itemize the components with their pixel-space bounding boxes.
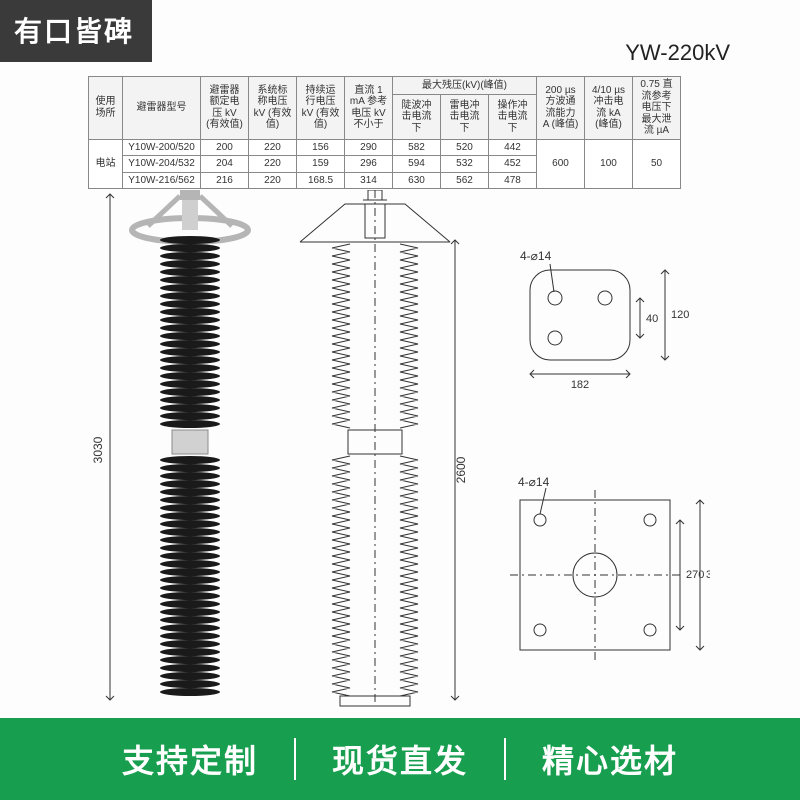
- bottom-banner: 支持定制 现货直发 精心选材: [0, 718, 800, 800]
- th-residual-group: 最大残压(kV)(峰值): [393, 77, 537, 95]
- banner-divider: [504, 738, 506, 780]
- th-steep: 陡波冲击电流下: [393, 95, 441, 139]
- top-plate-detail: 4-⌀14 40 120 182: [520, 249, 689, 391]
- dim-base-pitch: 270: [686, 569, 704, 581]
- th-model: 避雷器型号: [123, 77, 201, 140]
- cell: 478: [489, 172, 537, 189]
- cell: 562: [441, 172, 489, 189]
- cell: 220: [249, 172, 297, 189]
- cell: Y10W-200/520: [123, 139, 201, 156]
- product-title: YW-220kV: [625, 40, 730, 66]
- arrester-photo: 3030: [91, 190, 248, 700]
- table-row: 电站 Y10W-200/520 200 220 156 290 582 520 …: [89, 139, 681, 156]
- cell: 156: [297, 139, 345, 156]
- th-200us: 200 µs 方波通流能力 A (峰值): [537, 77, 585, 140]
- banner-item-custom: 支持定制: [122, 736, 258, 782]
- cell: 594: [393, 156, 441, 173]
- cell: 442: [489, 139, 537, 156]
- th-dc1ma: 直流 1 mA 参考电压 kV 不小于: [345, 77, 393, 140]
- cell: 220: [249, 156, 297, 173]
- cell: 582: [393, 139, 441, 156]
- spec-table: 使用场所 避雷器型号 避雷器额定电压 kV (有效值) 系统标称电压 kV (有…: [88, 76, 681, 189]
- cell: 630: [393, 172, 441, 189]
- arrester-line-drawing: 2600: [300, 190, 468, 706]
- product-title-text: YW-220kV: [625, 40, 730, 65]
- th-switch: 操作冲击电流下: [489, 95, 537, 139]
- spec-table-body: 电站 Y10W-200/520 200 220 156 290 582 520 …: [89, 139, 681, 189]
- cell: 50: [633, 139, 681, 189]
- th-cont-kv: 持续运行电压 kV (有效值): [297, 77, 345, 140]
- cell: 314: [345, 172, 393, 189]
- dim-base-outerh: 340: [706, 569, 710, 581]
- dim-inner-height: 2600: [454, 456, 468, 483]
- banner-item-stock: 现货直发: [332, 736, 468, 782]
- dim-overall-height: 3030: [91, 436, 105, 463]
- cell: 200: [201, 139, 249, 156]
- cell: 216: [201, 172, 249, 189]
- badge-top-left: 有口皆碑: [0, 0, 152, 62]
- dim-top-holes: 4-⌀14: [520, 249, 552, 263]
- dim-top-pitch1: 40: [646, 313, 658, 325]
- th-usage: 使用场所: [89, 77, 123, 140]
- cell-usage: 电站: [89, 139, 123, 189]
- cell: 159: [297, 156, 345, 173]
- cell: 100: [585, 139, 633, 189]
- spec-table-head: 使用场所 避雷器型号 避雷器额定电压 kV (有效值) 系统标称电压 kV (有…: [89, 77, 681, 140]
- dim-top-pitch2: 120: [671, 309, 689, 321]
- figure-area: 3030: [90, 190, 710, 710]
- dim-base-holes: 4-⌀14: [518, 475, 550, 489]
- cell: 290: [345, 139, 393, 156]
- badge-text: 有口皆碑: [14, 16, 134, 47]
- base-plate-detail: 4-⌀14 270 340: [510, 475, 710, 660]
- cell: 296: [345, 156, 393, 173]
- banner-divider: [294, 738, 296, 780]
- th-lightning: 雷电冲击电流下: [441, 95, 489, 139]
- cell: 532: [441, 156, 489, 173]
- th-rated-kv: 避雷器额定电压 kV (有效值): [201, 77, 249, 140]
- cell: 204: [201, 156, 249, 173]
- cell: 452: [489, 156, 537, 173]
- th-410us: 4/10 µs 冲击电流 kA (峰值): [585, 77, 633, 140]
- page-root: 有口皆碑 YW-220kV 使用场所 避雷器型号 避雷器额定电压 kV (有效值…: [0, 0, 800, 800]
- cell: 520: [441, 139, 489, 156]
- table-header-row-1: 使用场所 避雷器型号 避雷器额定电压 kV (有效值) 系统标称电压 kV (有…: [89, 77, 681, 95]
- cell: 220: [249, 139, 297, 156]
- cell: Y10W-216/562: [123, 172, 201, 189]
- cell: 168.5: [297, 172, 345, 189]
- th-sys-kv: 系统标称电压 kV (有效值): [249, 77, 297, 140]
- cell: Y10W-204/532: [123, 156, 201, 173]
- banner-item-material: 精心选材: [542, 736, 678, 782]
- dim-top-width: 182: [571, 379, 589, 391]
- cell: 600: [537, 139, 585, 189]
- figure-svg: 3030: [90, 190, 710, 710]
- th-075dc: 0.75 直流参考电压下最大泄流 µA: [633, 77, 681, 140]
